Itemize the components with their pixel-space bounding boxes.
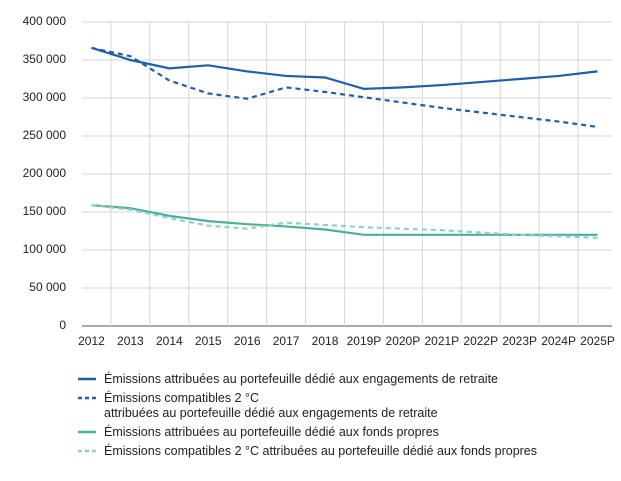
- x-tick-label: 2023P: [502, 334, 537, 348]
- x-tick-label: 2016: [234, 334, 261, 348]
- y-tick-label: 50 000: [29, 280, 66, 294]
- y-tick-label: 100 000: [23, 242, 67, 256]
- legend-label: Émissions compatibles 2 °C attribuées au…: [104, 391, 438, 420]
- x-tick-label: 2025P: [580, 334, 615, 348]
- legend: Émissions attribuées au portefeuille déd…: [78, 372, 537, 463]
- y-tick-label: 400 000: [23, 14, 67, 28]
- x-tick-label: 2022P: [463, 334, 498, 348]
- x-tick-label: 2012: [78, 334, 105, 348]
- legend-label: Émissions attribuées au portefeuille déd…: [104, 372, 498, 386]
- x-tick-label: 2018: [312, 334, 339, 348]
- x-tick-label: 2019P: [347, 334, 382, 348]
- chart: 0 50 000 100 000 150 000 200 000 250 000 300 0…: [23, 14, 615, 348]
- legend-item: Émissions compatibles 2 °C attribuées au…: [78, 444, 537, 459]
- legend-swatch: [78, 396, 96, 400]
- y-tick-label: 350 000: [23, 52, 67, 66]
- y-tick-label: 150 000: [23, 204, 67, 218]
- series-line: [91, 46, 598, 90]
- y-tick-label: 200 000: [23, 166, 67, 180]
- x-tick-label: 2021P: [424, 334, 459, 348]
- legend-item: Émissions attribuées au portefeuille déd…: [78, 372, 537, 387]
- y-tick-label: 0: [59, 318, 66, 332]
- series-line: [91, 204, 598, 239]
- legend-label: Émissions compatibles 2 °C attribuées au…: [104, 444, 538, 458]
- x-tick-label: 2014: [156, 334, 183, 348]
- x-tick-label: 2015: [195, 334, 222, 348]
- series-line: [91, 46, 598, 128]
- x-tick-label: 2013: [117, 334, 144, 348]
- legend-swatch: [78, 449, 96, 453]
- legend-swatch: [78, 377, 96, 381]
- legend-label: Émissions attribuées au portefeuille déd…: [104, 425, 439, 439]
- x-tick-label: 2024P: [541, 334, 576, 348]
- x-tick-label: 2017: [273, 334, 300, 348]
- y-tick-label: 300 000: [23, 90, 67, 104]
- y-tick-label: 250 000: [23, 128, 67, 142]
- x-tick-label: 2020P: [386, 334, 421, 348]
- legend-item: Émissions compatibles 2 °C attribuées au…: [78, 391, 537, 421]
- legend-item: Émissions attribuées au portefeuille déd…: [78, 425, 537, 440]
- legend-swatch: [78, 430, 96, 434]
